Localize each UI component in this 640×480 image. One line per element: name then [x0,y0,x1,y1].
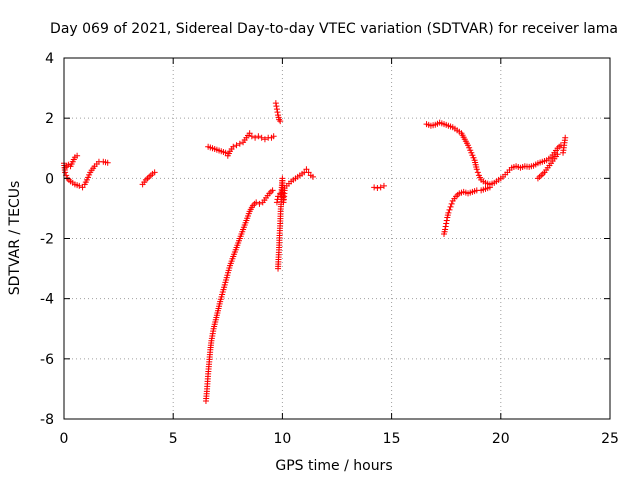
data-point [274,109,281,116]
data-points [61,100,569,404]
data-point [255,133,262,140]
data-point [443,217,450,224]
data-point [273,106,280,113]
y-tick-label: -2 [40,232,54,248]
data-point [466,144,473,151]
x-tick-label: 10 [273,431,291,447]
data-point [85,174,92,181]
data-point [473,166,480,173]
data-point [447,203,454,210]
axis-ticks [63,57,611,420]
data-point [562,134,569,141]
data-point [230,143,237,150]
data-point [270,133,277,140]
x-tick-label: 25 [601,431,619,447]
data-point [236,140,243,147]
data-point [246,130,253,137]
y-axis-label: SDTVAR / TECUs [7,181,23,296]
data-point [303,166,310,173]
data-point [465,142,472,149]
data-point [469,152,476,159]
data-point [374,184,381,191]
data-point [446,206,453,213]
data-point [309,173,316,180]
data-point [253,199,260,206]
data-point [486,184,493,191]
grid [64,58,610,419]
y-tick-label: 0 [45,171,54,187]
data-point [443,220,450,227]
data-point [222,149,229,156]
data-point [74,152,81,159]
data-point [274,196,281,203]
data-point [233,142,240,149]
data-point [261,136,268,143]
data-point [86,171,93,178]
data-point [273,103,280,110]
data-point [305,169,312,176]
x-tick-label: 0 [60,431,69,447]
data-point [380,182,387,189]
data-point [277,118,284,125]
data-point [442,226,449,233]
data-point [468,149,475,156]
data-point [258,134,265,141]
data-point [275,193,282,200]
data-point [470,154,477,161]
data-point [256,200,263,207]
x-tick-label: 5 [169,431,178,447]
data-point [467,147,474,154]
y-tick-label: -6 [40,352,54,368]
data-point [442,223,449,230]
data-point [277,190,284,197]
data-point [151,169,158,176]
chart-title: Day 069 of 2021, Sidereal Day-to-day VTE… [50,21,618,37]
data-point [104,159,111,166]
y-tick-label: -4 [40,292,54,308]
data-point [76,182,83,189]
y-tick-label: 2 [45,111,54,127]
y-tick-label: -8 [40,412,54,428]
data-point [371,184,378,191]
data-point [273,199,280,206]
x-tick-label: 15 [383,431,401,447]
axis-tick-labels: 0 5 10 15 20 25 -8 -6 -4 -2 0 2 4 [40,51,619,447]
y-tick-label: 4 [45,51,54,67]
data-point [272,100,279,107]
data-point [377,184,384,191]
x-axis-label: GPS time / hours [275,458,392,474]
x-tick-label: 20 [492,431,510,447]
data-point [554,151,561,158]
data-point [248,133,255,140]
data-point [79,184,86,191]
data-point [445,209,452,216]
data-point [83,176,90,183]
data-point [448,200,455,207]
data-point [474,169,481,176]
data-point [252,134,259,141]
data-point [269,187,276,194]
